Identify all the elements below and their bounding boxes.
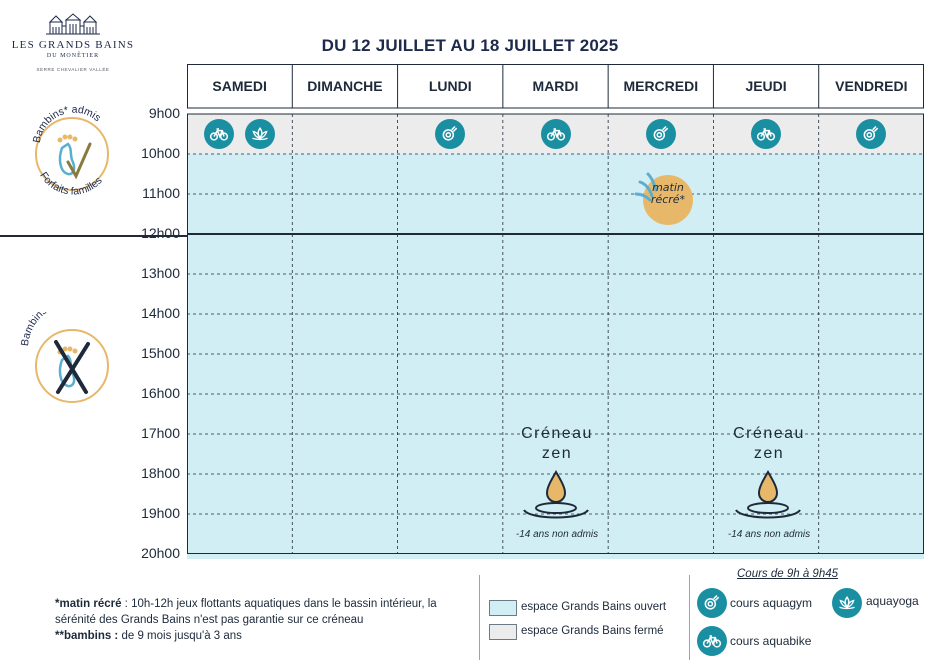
checkmark-icon [66,142,92,180]
logo-subtitle: DU MONÊTIER [46,53,100,59]
bike-icon [540,119,571,149]
day-header-mercredi: MERCREDI [623,78,699,94]
matin-recre-label: matin récré* [642,182,694,206]
bike-icon [751,119,782,149]
footnote-recre-desc: : 10h-12h jeux flottants aquatiques dans… [55,598,437,626]
open-swatch-label: espace Grands Bains ouvert [521,601,667,613]
brand-logo: LES GRANDS BAINS DU MONÊTIER SERRE CHEVA… [8,12,138,72]
children-admitted-badge: Bambins* admis Forfaits familles [31,104,109,198]
hour-label: 11h00 [142,185,180,201]
hour-label: 17h00 [141,425,180,441]
closed-swatch [489,624,517,640]
legend-aquabike-label: cours aquabike [730,634,812,648]
dumbbell-icon [435,119,466,149]
hour-label: 15h00 [141,345,180,361]
matin-recre-line2: récré* [650,193,686,206]
hour-label: 13h00 [141,265,180,281]
hour-label: 9h00 [148,105,180,121]
day-header-jeudi: JEUDI [745,78,787,94]
footnotes: *matin récré : 10h-12h jeux flottants aq… [55,596,475,644]
day-header-dimanche: DIMANCHE [307,78,383,94]
lotus-icon [245,119,275,149]
legend-aquayoga-label: aquayoga [866,594,919,608]
zen-slot-line2: zen [753,445,785,462]
courses-title: Cours de 9h à 9h45 [737,568,839,580]
page-title: DU 12 JUILLET AU 18 JUILLET 2025 [321,36,619,55]
footprint-icon [58,142,76,176]
day-header-samedi: SAMEDI [212,78,267,94]
open-swatch [489,600,517,616]
zen-slot-line2: zen [541,445,573,462]
legend-lotus-icon [832,588,862,618]
dumbbell-icon [856,119,887,149]
noon-divider [0,235,187,237]
zen-slot-line1: Créneau [521,425,593,442]
bike-icon [204,119,234,149]
hour-label: 12h00 [141,225,180,241]
building-logo-icon [46,13,100,35]
zen-slot-line1: Créneau [733,425,805,442]
legend-divider [479,575,480,660]
zen-slot-tuesday-title: Créneau zen [497,424,617,464]
legend-divider [689,575,690,660]
footnote-recre-term: *matin récré [55,598,122,610]
zen-slot-thursday-note: -14 ans non admis [727,529,811,540]
day-header-mardi: MARDI [532,78,579,94]
footnote-bambins-term: **bambins : [55,630,119,642]
legend-dumbbell-icon [697,588,727,618]
legend-aquagym-label: cours aquagym [730,596,813,610]
hour-label: 14h00 [141,305,180,321]
grid-lines [187,64,924,554]
dumbbell-icon [645,119,676,149]
zen-slot-thursday-title: Créneau zen [709,424,829,464]
zen-slot-tuesday-note: -14 ans non admis [515,529,599,540]
water-drop-icon [523,470,589,519]
hour-label: 18h00 [141,465,180,481]
day-header-vendredi: VENDREDI [835,78,908,94]
legend-bike-icon [697,626,727,656]
cross-icon [54,340,90,394]
hour-label: 20h00 [141,545,180,561]
logo-title: LES GRANDS BAINS [11,39,135,51]
matin-recre-line1: matin [652,181,684,194]
water-drop-icon [735,470,801,519]
day-header-lundi: LUNDI [428,78,472,94]
hour-label: 19h00 [141,505,180,521]
footnote-recre: *matin récré : 10h-12h jeux flottants aq… [55,596,475,628]
hour-label: 16h00 [141,385,180,401]
footnote-bambins-desc: de 9 mois jusqu'à 3 ans [118,630,242,642]
matin-recre-splash-icon [634,172,693,225]
children-not-admitted-badge: Bambins* non admis [20,312,109,403]
hour-label: 10h00 [141,145,180,161]
footnote-bambins: **bambins : de 9 mois jusqu'à 3 ans [55,628,475,644]
logo-tagline: SERRE CHEVALIER VALLÉE [36,67,110,72]
closed-swatch-label: espace Grands Bains fermé [521,625,664,637]
